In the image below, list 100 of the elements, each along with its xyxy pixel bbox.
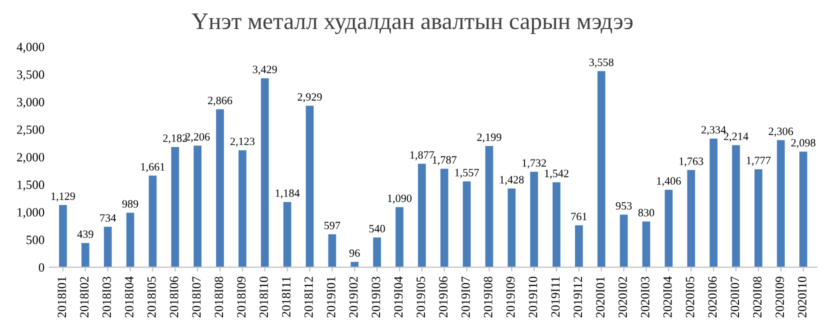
y-tick-label: 1,000	[18, 208, 44, 218]
x-tick-label: 2020I05	[686, 276, 694, 318]
x-tick-label: 2018I07	[192, 276, 201, 318]
bar	[687, 170, 696, 268]
data-label: 761	[571, 212, 587, 220]
bar	[171, 146, 180, 268]
data-label: 1,877	[410, 151, 434, 160]
x-tick-label: 2020I03	[640, 276, 650, 318]
bar	[418, 164, 426, 268]
data-label: 1,542	[544, 170, 568, 179]
x-tick-label: 2019I04	[394, 276, 403, 318]
x-tick-label: 2020I07	[730, 276, 740, 318]
y-tick-label: 2,000	[17, 153, 44, 164]
bar	[642, 221, 650, 268]
data-label: 734	[100, 214, 116, 222]
data-label: 96	[349, 249, 360, 257]
bar	[328, 234, 336, 268]
y-tick-label: 1,500	[18, 180, 44, 191]
data-label: 3,429	[252, 66, 277, 75]
x-tick-label: 2020I10	[798, 276, 806, 318]
x-tick-label: 2018I06	[170, 276, 178, 318]
y-tick-label: 0	[38, 263, 44, 272]
x-tick-label: 2019I12	[574, 276, 582, 318]
data-label: 1,777	[746, 156, 771, 166]
data-label: 2,206	[186, 133, 210, 142]
bar	[597, 71, 606, 268]
bar	[238, 150, 246, 268]
x-tick-label: 2018I09	[237, 276, 246, 318]
x-tick-label: 2019I03	[372, 276, 380, 318]
y-tick-label: 2,500	[17, 125, 44, 136]
x-tick-label: 2019I08	[484, 276, 492, 318]
data-label: 1,090	[388, 194, 412, 204]
x-tick-label: 2018I01	[58, 276, 66, 318]
data-label: 1,557	[455, 168, 479, 178]
bar	[485, 146, 494, 268]
data-label: 439	[77, 230, 94, 238]
x-tick-label: 2020I04	[663, 276, 672, 318]
chart-title: Үнэт металл худалдан авалтын сарын мэдээ	[192, 14, 633, 34]
bar	[283, 202, 292, 268]
data-label: 2,306	[768, 128, 794, 137]
bar	[530, 172, 538, 268]
data-label: 2,123	[230, 138, 254, 147]
x-tick-label: 2018I08	[214, 276, 224, 318]
y-tick-label: 4,000	[16, 42, 44, 54]
x-tick-label: 2020I08	[753, 276, 762, 318]
x-tick-label: 2018I04	[124, 276, 134, 318]
data-label: 1,129	[51, 192, 76, 202]
y-tick-label: 500	[26, 236, 44, 244]
bar	[194, 146, 202, 268]
x-tick-label: 2019I09	[506, 276, 515, 318]
bar	[440, 168, 448, 268]
x-tick-label: 2019I02	[349, 276, 358, 318]
data-label: 597	[324, 222, 340, 230]
bar	[620, 214, 628, 268]
data-label: 1,184	[276, 189, 300, 199]
x-tick-label: 2018I10	[260, 276, 268, 318]
x-tick-label: 2019I01	[326, 276, 336, 318]
data-label: 2,866	[208, 96, 232, 106]
bar	[754, 169, 762, 268]
data-label: 1,732	[522, 159, 546, 168]
data-label: 540	[369, 224, 385, 232]
data-label: 1,406	[657, 177, 681, 186]
data-label: 830	[638, 208, 654, 216]
bar	[575, 225, 583, 268]
data-label: 1,661	[141, 163, 165, 172]
y-tick-label: 3,000	[17, 98, 44, 108]
bar	[776, 140, 785, 268]
x-tick-label: 2018I03	[102, 276, 111, 318]
data-label: 2,334	[702, 126, 726, 136]
x-tick-label: 2018I12	[304, 276, 313, 318]
bar	[104, 226, 112, 268]
data-label: 953	[616, 202, 632, 210]
bar	[799, 152, 808, 268]
x-tick-label: 2018I02	[80, 276, 89, 318]
y-tick-label: 3,500	[17, 70, 44, 81]
bar	[373, 237, 381, 268]
data-label: 3,558	[589, 58, 614, 68]
data-label: 2,214	[724, 132, 748, 142]
x-tick-label: 2020I01	[596, 276, 605, 318]
bar	[732, 145, 740, 268]
x-tick-label: 2020I02	[618, 276, 627, 318]
data-label: 989	[122, 200, 138, 208]
bar	[508, 188, 516, 268]
x-tick-label: 2019I05	[416, 276, 426, 318]
x-tick-label: 2020I09	[776, 276, 784, 318]
data-label: 1,428	[500, 176, 524, 186]
bar	[126, 212, 134, 268]
bar	[396, 207, 404, 268]
x-tick-label: 2019I07	[461, 276, 470, 318]
x-tick-label: 2019I06	[439, 276, 448, 318]
data-label: 2,929	[298, 93, 322, 102]
bar	[710, 138, 718, 268]
data-label: 1,763	[680, 158, 704, 167]
bar	[552, 182, 560, 268]
bar	[260, 78, 269, 268]
bar	[664, 190, 673, 268]
bar	[148, 176, 157, 268]
bar	[59, 204, 67, 268]
data-label: 2,199	[477, 134, 502, 143]
data-label: 2,182	[163, 134, 188, 144]
